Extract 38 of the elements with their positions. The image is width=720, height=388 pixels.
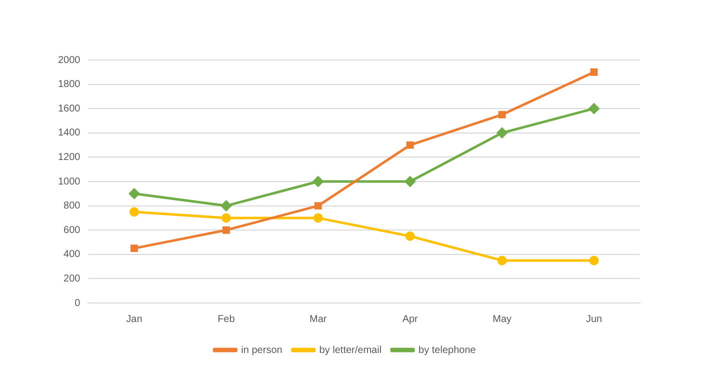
point — [312, 176, 324, 187]
legend-label: in person — [241, 344, 282, 356]
point — [222, 226, 230, 234]
y-tick-label: 1600 — [58, 103, 81, 114]
y-tick-label: 2000 — [58, 54, 81, 66]
point — [129, 207, 139, 217]
point — [128, 188, 140, 199]
y-tick-label: 1400 — [58, 128, 81, 139]
point — [590, 68, 598, 76]
point — [589, 256, 599, 266]
x-tick-label: Jun — [586, 314, 602, 325]
point — [588, 103, 600, 114]
point — [313, 213, 323, 223]
point — [406, 141, 414, 149]
point — [220, 200, 232, 212]
y-tick-label: 200 — [64, 273, 81, 284]
y-tick-label: 1800 — [58, 79, 81, 90]
y-tick-label: 1200 — [58, 152, 81, 163]
point — [314, 202, 322, 210]
y-tick-label: 800 — [64, 200, 81, 212]
x-tick-label: May — [492, 314, 512, 325]
point — [130, 244, 138, 252]
y-tick-label: 600 — [64, 224, 81, 236]
y-tick-label: 400 — [64, 249, 81, 260]
point — [404, 176, 416, 187]
y-tick-label: 1000 — [58, 176, 81, 188]
x-tick-label: Jan — [126, 314, 142, 325]
point — [497, 256, 507, 266]
point — [405, 231, 415, 241]
point — [496, 128, 508, 138]
x-tick-label: Mar — [310, 314, 328, 325]
legend-label: by telephone — [418, 344, 476, 356]
y-tick-label: 0 — [74, 298, 81, 309]
x-tick-label: Apr — [402, 314, 419, 325]
legend-label: by letter/email — [319, 344, 382, 356]
x-tick-label: Feb — [218, 314, 236, 325]
point — [498, 110, 506, 118]
point — [221, 213, 231, 223]
